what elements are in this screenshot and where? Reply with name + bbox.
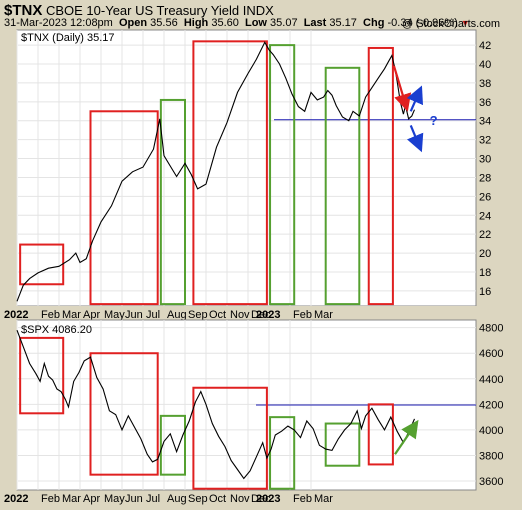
x-tick-label: Dec [251, 493, 271, 505]
tnx-y-tick-label: 38 [479, 78, 491, 90]
last-value: 35.17 [329, 17, 357, 29]
tnx-y-tick-label: 32 [479, 135, 491, 147]
x-tick-label: Feb [293, 309, 312, 321]
spx-green-box [269, 416, 296, 490]
quote-line: 31-Mar-2023 12:08pm Open 35.56 High 35.6… [4, 17, 470, 29]
tnx-y-tick-label: 26 [479, 191, 491, 203]
spx-y-tick-label: 4600 [479, 348, 503, 360]
x-tick-label: Aug [167, 493, 187, 505]
down-marker-icon: ▼ [460, 18, 470, 28]
tnx-panel [16, 29, 477, 307]
x-tick-label: 2023 [256, 493, 280, 505]
x-tick-label: Apr [83, 309, 100, 321]
chart-header-title: $TNX CBOE 10-Year US Treasury Yield INDX [4, 2, 274, 19]
x-tick-label: Oct [209, 493, 226, 505]
tnx-y-tick-label: 42 [479, 40, 491, 52]
tnx-red-box [367, 46, 394, 306]
instrument-name: CBOE 10-Year US Treasury Yield [45, 3, 240, 18]
spx-green-box [324, 422, 361, 467]
spx-price-line [16, 330, 416, 480]
x-tick-label: Mar [62, 493, 81, 505]
spx-panel-title: $SPX 4086.20 [21, 324, 92, 336]
open-label: Open [118, 17, 148, 29]
tnx-green-box [269, 44, 296, 306]
tnx-price-line [16, 41, 416, 302]
tnx-blue-arrow [407, 125, 424, 153]
tnx-red-box [19, 243, 65, 286]
x-tick-label: Feb [41, 493, 60, 505]
tnx-green-box [159, 98, 187, 306]
symbol: $TNX [4, 2, 43, 19]
x-tick-label: May [104, 309, 125, 321]
x-tick-label: Jun [125, 309, 143, 321]
quote-datetime: 31-Mar-2023 12:08pm [4, 17, 113, 29]
x-tick-label: 2022 [4, 493, 28, 505]
x-tick-label: Dec [251, 309, 271, 321]
low-label: Low [244, 17, 267, 29]
tnx-y-tick-label: 28 [479, 172, 491, 184]
x-tick-label: Mar [314, 309, 333, 321]
high-label: High [183, 17, 209, 29]
last-label: Last [303, 17, 327, 29]
tnx-blue-arrow [406, 85, 424, 112]
chg-label: Chg [363, 17, 385, 29]
tnx-red-arrow [392, 65, 412, 112]
open-value: 35.56 [150, 17, 178, 29]
x-tick-label: Feb [293, 493, 312, 505]
spx-red-box [89, 352, 159, 476]
spx-green-arrow [394, 419, 419, 455]
x-tick-label: May [104, 493, 125, 505]
x-tick-label: Nov [230, 309, 250, 321]
x-tick-label: Sep [188, 493, 208, 505]
spx-y-tick-label: 4000 [479, 425, 503, 437]
spx-red-box [19, 336, 65, 415]
tnx-y-tick-label: 16 [479, 286, 491, 298]
spx-y-tick-label: 4200 [479, 399, 503, 411]
spx-y-tick-label: 3800 [479, 450, 503, 462]
tnx-y-tick-label: 18 [479, 267, 491, 279]
x-tick-label: Sep [188, 309, 208, 321]
tnx-y-tick-label: 22 [479, 229, 491, 241]
spx-red-box [192, 386, 268, 490]
tnx-red-box [192, 40, 268, 306]
x-tick-label: 2022 [4, 309, 28, 321]
tnx-y-tick-label: 40 [479, 59, 491, 71]
x-tick-label: Mar [62, 309, 81, 321]
low-value: 35.07 [270, 17, 298, 29]
tnx-y-tick-label: 34 [479, 116, 491, 128]
x-tick-label: 2023 [256, 309, 280, 321]
tnx-y-tick-label: 30 [479, 154, 491, 166]
x-tick-label: Jun [125, 493, 143, 505]
brand-watermark: @ StockCharts.com [402, 18, 500, 30]
x-tick-label: Nov [230, 493, 250, 505]
spx-green-box [159, 414, 187, 476]
x-tick-label: Apr [83, 493, 100, 505]
tnx-red-box [89, 110, 159, 306]
tnx-question-mark: ? [430, 113, 438, 128]
spx-y-tick-label: 3600 [479, 476, 503, 488]
spx-red-box [367, 403, 394, 466]
tnx-y-tick-label: 36 [479, 97, 491, 109]
x-tick-label: Aug [167, 309, 187, 321]
tnx-y-tick-label: 20 [479, 248, 491, 260]
x-tick-label: Oct [209, 309, 226, 321]
x-tick-label: Mar [314, 493, 333, 505]
high-value: 35.60 [211, 17, 239, 29]
x-tick-label: Jul [146, 309, 160, 321]
instrument-index: INDX [242, 3, 274, 18]
tnx-green-box [324, 66, 361, 306]
x-tick-label: Jul [146, 493, 160, 505]
spx-y-tick-label: 4400 [479, 374, 503, 386]
chg-value: -0.34 (-0.96%) [387, 17, 458, 29]
tnx-panel-title: $TNX (Daily) 35.17 [21, 32, 115, 44]
x-tick-label: Feb [41, 309, 60, 321]
tnx-y-tick-label: 24 [479, 210, 491, 222]
spx-y-tick-label: 4800 [479, 323, 503, 335]
